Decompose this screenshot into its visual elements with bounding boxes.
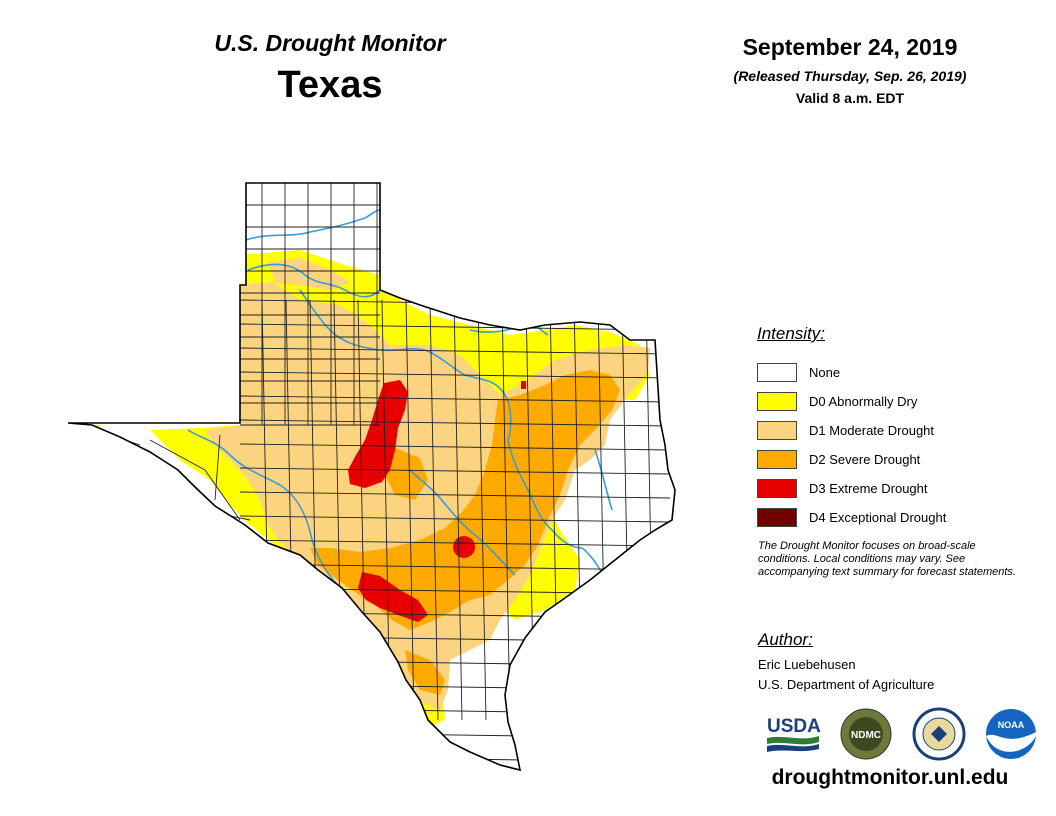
ndmc-logo: NDMC	[840, 708, 892, 760]
legend-label: D1 Moderate Drought	[809, 423, 935, 438]
county-boundary	[159, 469, 179, 521]
svg-text:NOAA: NOAA	[998, 720, 1025, 730]
legend: Intensity: None D0 Abnormally Dry D1 Mod…	[757, 324, 1037, 532]
county-boundary	[239, 539, 671, 547]
legend-item-d2: D2 Severe Drought	[757, 445, 1037, 474]
d2-severe-drought-area	[310, 370, 620, 695]
region-title: Texas	[277, 64, 383, 106]
release-date: (Released Thursday, Sep. 26, 2019)	[733, 68, 967, 84]
legend-label: D2 Severe Drought	[809, 452, 921, 467]
county-boundary	[204, 469, 241, 521]
disclaimer-note: The Drought Monitor focuses on broad-sca…	[758, 540, 1016, 578]
legend-label: None	[809, 365, 841, 380]
legend-item-d3: D3 Extreme Drought	[757, 474, 1037, 503]
county-boundary	[239, 371, 671, 379]
author-title: Author:	[758, 630, 813, 649]
website-url[interactable]: droughtmonitor.unl.edu	[771, 766, 1009, 789]
legend-swatch	[757, 450, 797, 469]
texas-drought-map	[0, 170, 700, 790]
usda-logo: USDA	[767, 716, 821, 752]
legend-item-d1: D1 Moderate Drought	[757, 416, 1037, 445]
county-boundary	[239, 491, 671, 499]
county-boundary	[149, 439, 206, 471]
legend-label: D0 Abnormally Dry	[809, 394, 918, 409]
legend-label: D4 Exceptional Drought	[809, 510, 947, 525]
legend-swatch	[757, 421, 797, 440]
noaa-logo: NOAA	[986, 709, 1036, 759]
legend-label: D3 Extreme Drought	[809, 481, 928, 496]
state-outline	[67, 182, 676, 772]
county-boundary	[239, 515, 671, 523]
map-date: September 24, 2019	[742, 34, 958, 60]
legend-swatch	[757, 363, 797, 382]
valid-time: Valid 8 a.m. EDT	[795, 90, 905, 106]
county-boundary	[239, 443, 671, 451]
legend-swatch	[757, 508, 797, 527]
legend-swatch	[757, 479, 797, 498]
legend-item-none: None	[757, 358, 1037, 387]
legend-title: Intensity:	[757, 324, 826, 343]
legend-item-d0: D0 Abnormally Dry	[757, 387, 1037, 416]
county-boundary	[477, 299, 487, 721]
author-org: U.S. Department of Agriculture	[758, 677, 935, 692]
county-boundary	[239, 323, 671, 331]
county-boundary	[501, 299, 511, 721]
legend-item-d4: D4 Exceptional Drought	[757, 503, 1037, 532]
legend-swatch	[757, 392, 797, 411]
author-name: Eric Luebehusen	[758, 657, 856, 672]
county-boundary	[239, 395, 671, 403]
county-boundary	[239, 755, 671, 763]
commerce-seal-logo	[912, 707, 966, 761]
county-boundary	[239, 347, 671, 355]
county-boundary	[239, 419, 671, 427]
partner-logos: USDA NDMC NOAA	[765, 706, 1040, 762]
svg-text:NDMC: NDMC	[851, 730, 881, 741]
county-boundary	[154, 519, 211, 561]
county-boundary	[214, 434, 221, 501]
product-title: U.S. Drought Monitor	[214, 30, 446, 56]
county-boundary	[453, 299, 463, 721]
county-boundary	[429, 299, 439, 721]
county-boundary	[239, 467, 671, 475]
county-boundary	[405, 299, 415, 721]
svg-text:USDA: USDA	[767, 716, 821, 737]
